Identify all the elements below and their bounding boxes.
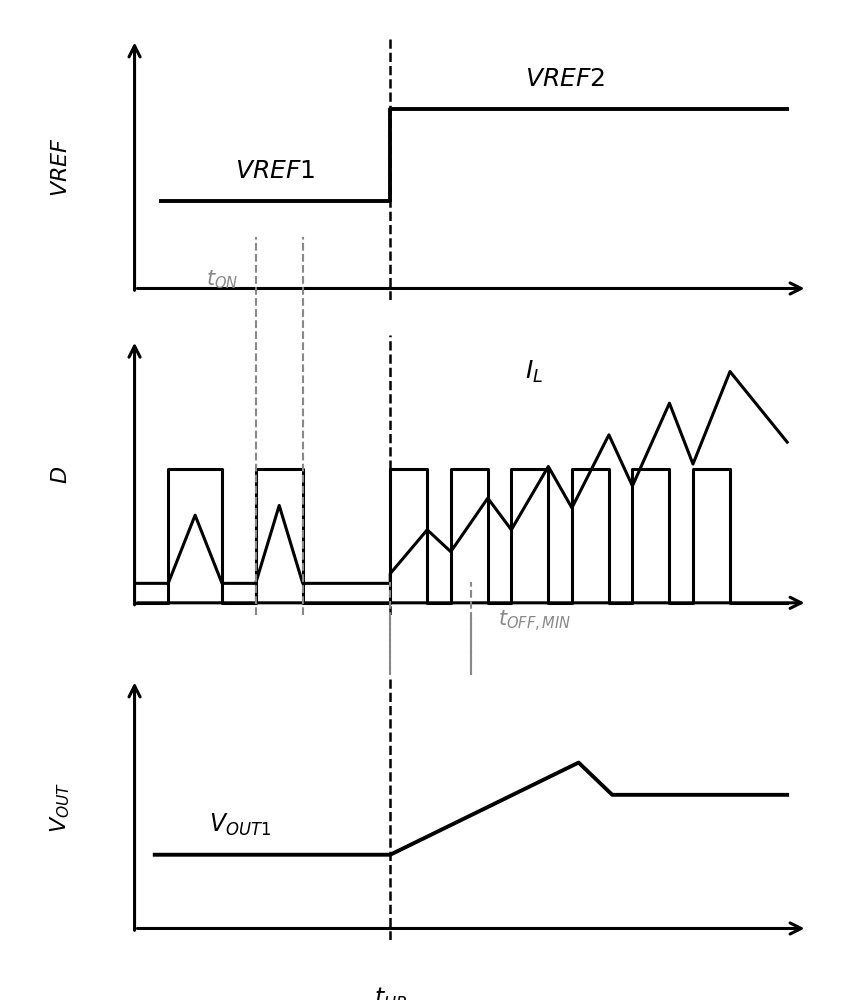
Text: $\mathit{VREF1}$: $\mathit{VREF1}$ xyxy=(235,159,315,183)
Text: $\mathit{D}$: $\mathit{D}$ xyxy=(50,466,71,484)
Text: $\mathit{VREF2}$: $\mathit{VREF2}$ xyxy=(525,67,605,91)
Text: $\mathit{V_{OUT}}$: $\mathit{V_{OUT}}$ xyxy=(49,782,72,833)
Text: $\mathit{t_{UP}}$: $\mathit{t_{UP}}$ xyxy=(373,986,407,1000)
Text: $\mathit{t_{OFF,MIN}}$: $\mathit{t_{OFF,MIN}}$ xyxy=(498,608,571,634)
Text: $\mathit{VREF}$: $\mathit{VREF}$ xyxy=(50,138,71,197)
Text: $\mathit{V_{OUT1}}$: $\mathit{V_{OUT1}}$ xyxy=(209,812,271,838)
Text: $\mathit{t_{ON}}$: $\mathit{t_{ON}}$ xyxy=(206,269,238,291)
Text: $\mathit{I_L}$: $\mathit{I_L}$ xyxy=(525,359,542,385)
